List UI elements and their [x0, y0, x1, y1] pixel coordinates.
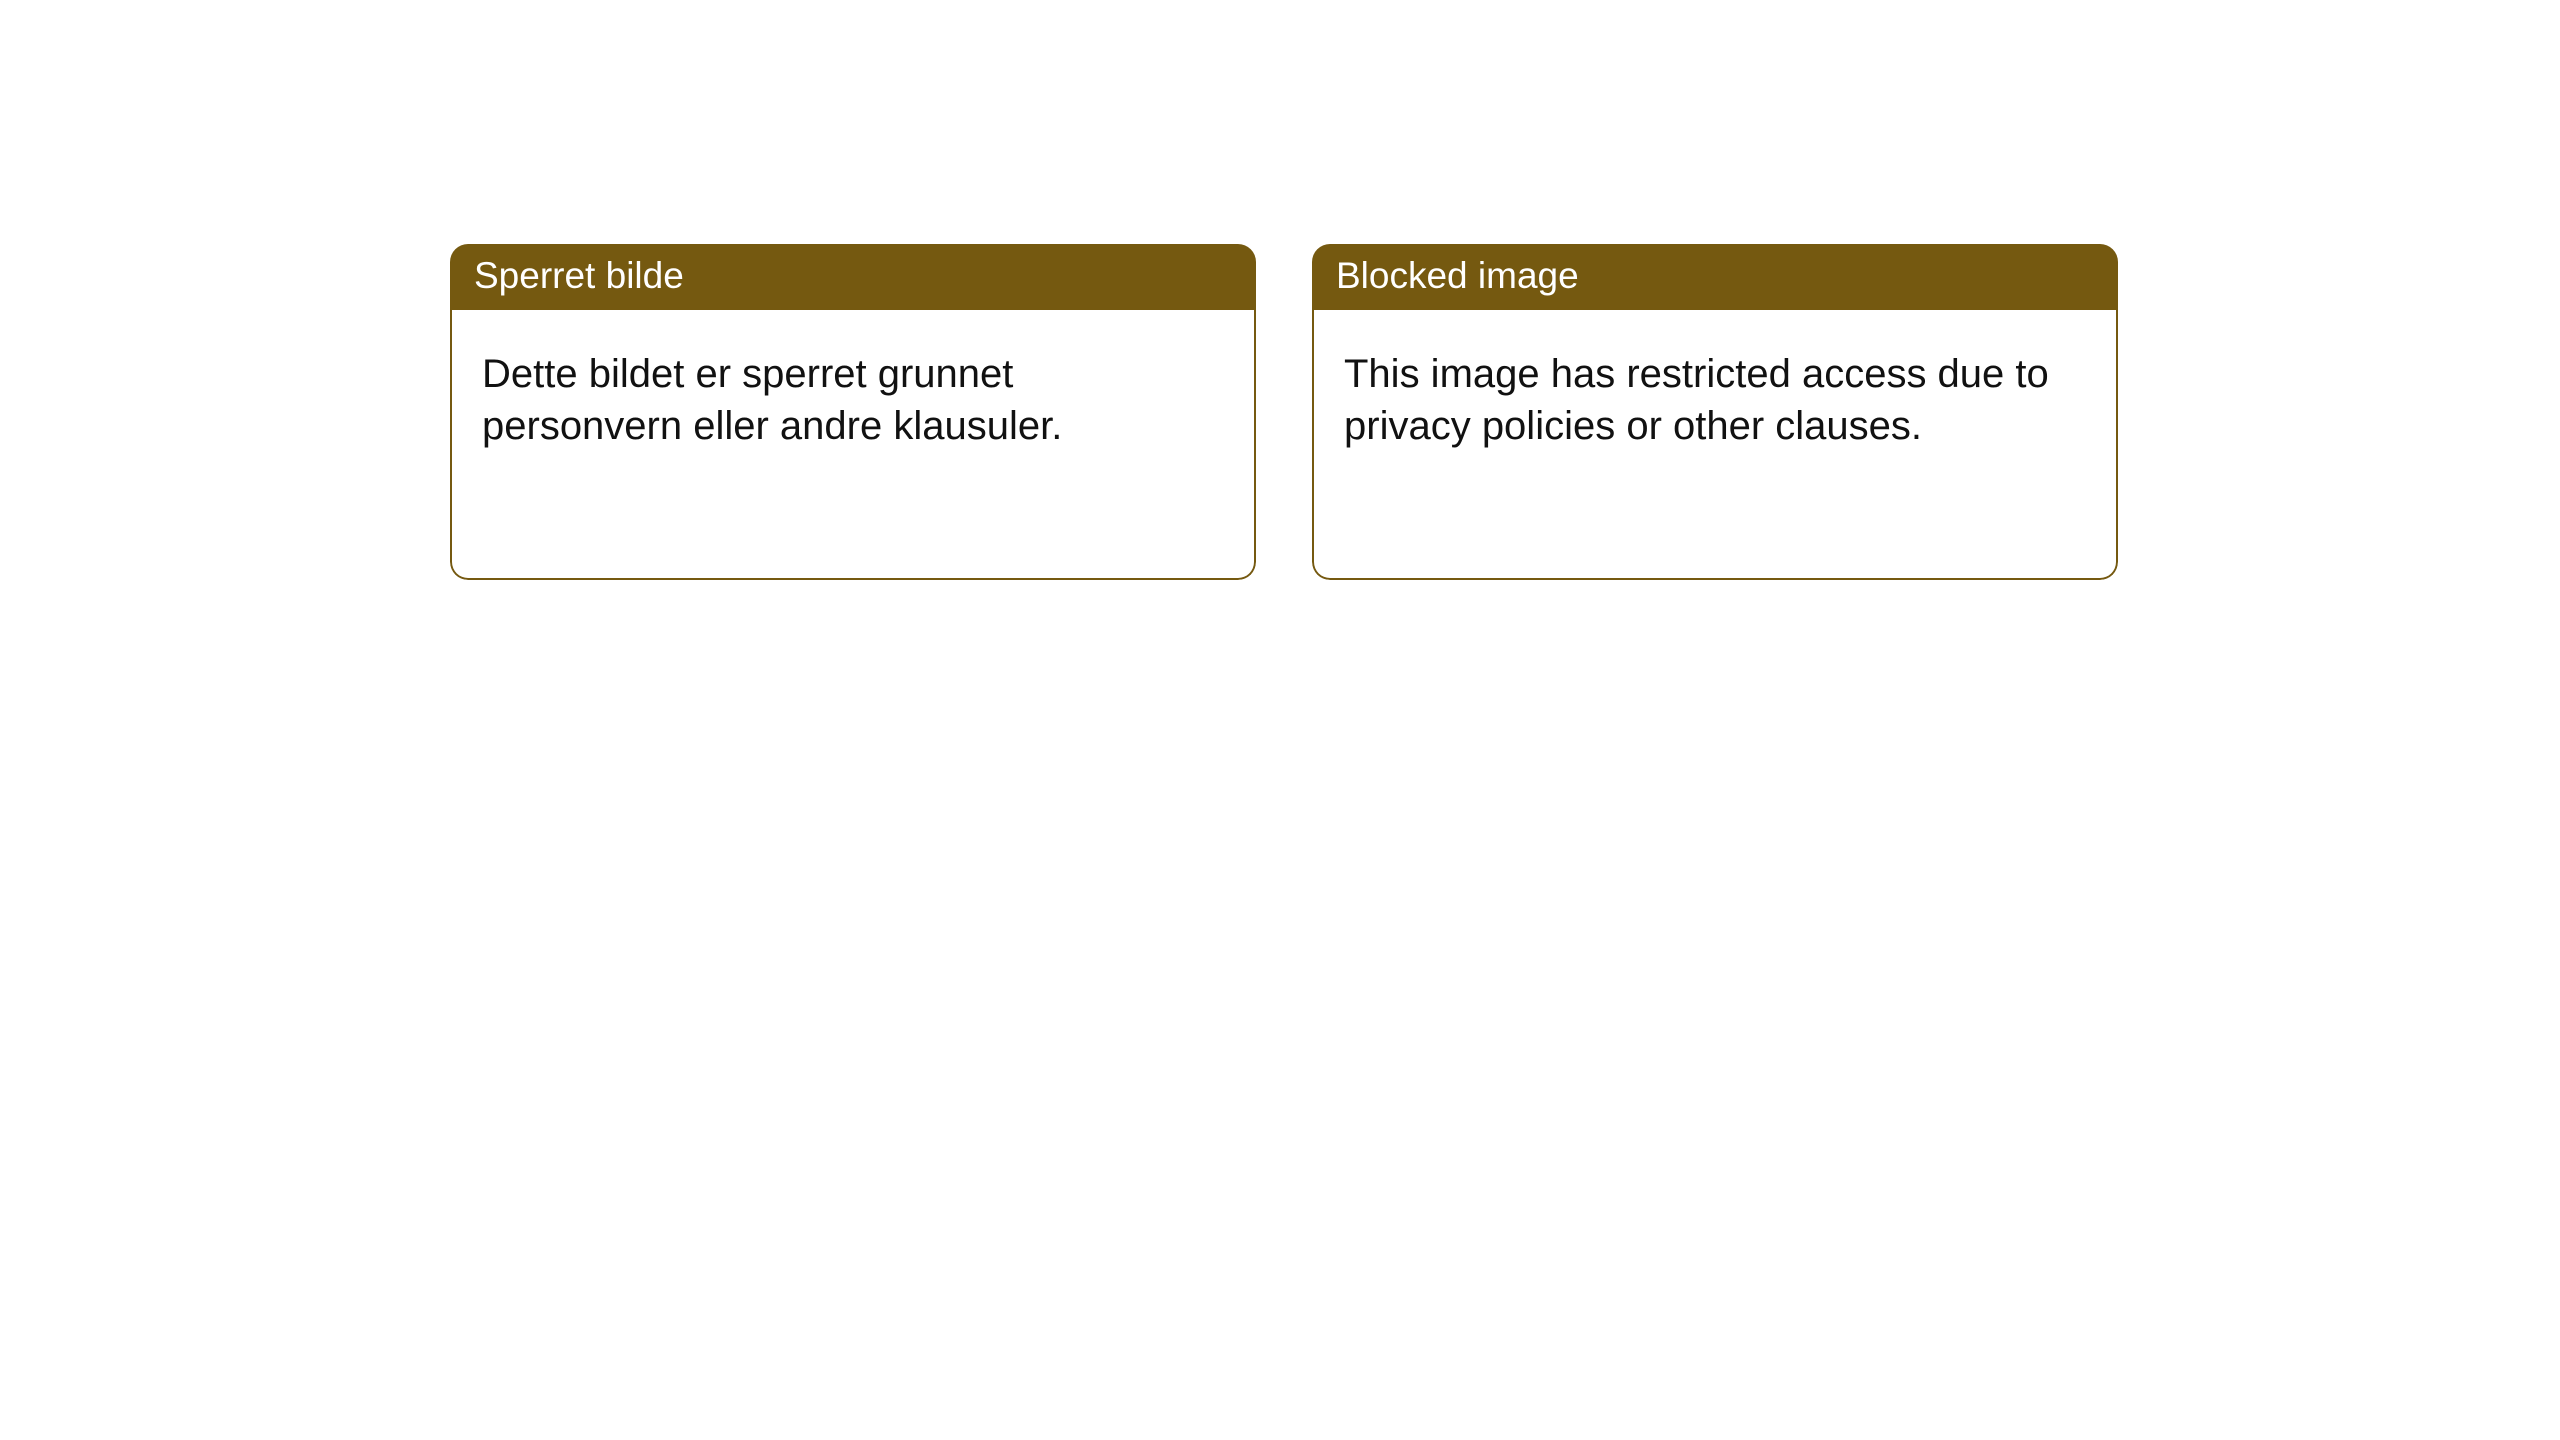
notice-card-body: This image has restricted access due to …: [1312, 310, 2118, 580]
notice-card-english: Blocked image This image has restricted …: [1312, 244, 2118, 580]
notice-card-norwegian: Sperret bilde Dette bildet er sperret gr…: [450, 244, 1256, 580]
notice-card-body: Dette bildet er sperret grunnet personve…: [450, 310, 1256, 580]
notice-card-title: Sperret bilde: [450, 244, 1256, 310]
notice-card-title: Blocked image: [1312, 244, 2118, 310]
notice-cards-container: Sperret bilde Dette bildet er sperret gr…: [0, 0, 2560, 580]
